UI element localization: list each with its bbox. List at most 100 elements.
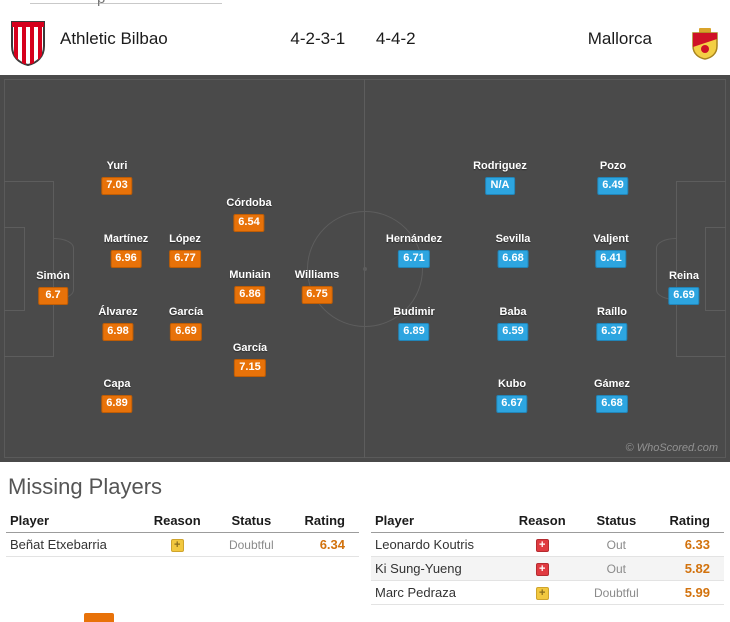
player-rating-badge: 6.41 xyxy=(595,250,627,268)
player-name: Reina xyxy=(669,270,699,282)
player-rating-badge: 6.68 xyxy=(596,395,628,413)
player-away[interactable]: Hernández 6.71 xyxy=(386,233,442,268)
missing-status: Out xyxy=(606,537,626,552)
player-name: Álvarez xyxy=(98,306,138,318)
player-away[interactable]: Kubo 6.67 xyxy=(496,378,528,413)
player-away[interactable]: Valjent 6.41 xyxy=(593,233,629,268)
missing-status: Out xyxy=(606,561,626,576)
missing-rating: 6.34 xyxy=(319,537,345,552)
cutoff-rating-badge xyxy=(84,613,114,622)
missing-rating: 5.82 xyxy=(684,561,710,576)
player-rating-badge: 6.77 xyxy=(169,250,201,268)
missing-player-name[interactable]: Leonardo Koutris xyxy=(375,537,475,552)
injury-icon: + xyxy=(535,563,549,577)
player-home[interactable]: Muniain 6.86 xyxy=(229,269,271,304)
missing-rating: 5.99 xyxy=(684,585,710,600)
player-rating-badge: 6.67 xyxy=(496,395,528,413)
player-away[interactable]: Pozo 6.49 xyxy=(597,160,629,195)
pitch: Simón 6.7 Yuri 7.03 Martínez 6.96 López 6.77 Álv… xyxy=(0,75,730,462)
missing-status: Doubtful xyxy=(593,585,639,600)
divider xyxy=(30,3,222,4)
home-formation: 4-2-3-1 xyxy=(290,29,346,48)
player-home[interactable]: López 6.77 xyxy=(169,233,201,268)
missing-table-header-row: Player Reason Status Rating xyxy=(371,509,724,533)
column-header-player: Player xyxy=(10,513,50,528)
player-rating-badge: 6.69 xyxy=(170,323,202,341)
player-name: Sevilla xyxy=(495,233,531,245)
goal-box-right xyxy=(705,226,726,311)
player-name: Hernández xyxy=(385,233,443,245)
center-circle xyxy=(307,210,423,327)
cropped-text: p xyxy=(97,0,105,7)
player-name: Rodriguez xyxy=(473,160,527,172)
player-home[interactable]: Williams 6.75 xyxy=(294,269,340,304)
mallorca-crest-icon[interactable] xyxy=(690,28,720,65)
player-rating-badge: 6.37 xyxy=(596,323,628,341)
player-name: Simón xyxy=(36,270,70,282)
missing-table-home: Player Reason Status Rating Beñat Etxebarria… xyxy=(6,509,359,605)
player-name: Yuri xyxy=(106,160,128,172)
column-header-status: Status xyxy=(231,513,272,528)
doubtful-icon: + xyxy=(535,587,549,601)
player-rating-badge: 6.75 xyxy=(301,286,333,304)
player-name: Córdoba xyxy=(226,197,272,209)
player-home[interactable]: Simón 6.7 xyxy=(36,270,70,305)
player-home[interactable]: Yuri 7.03 xyxy=(101,160,133,195)
player-rating-badge: 6.71 xyxy=(398,250,430,268)
player-rating-badge: 6.54 xyxy=(233,214,265,232)
player-rating-badge: N/A xyxy=(485,177,515,195)
player-name: García xyxy=(232,342,268,354)
missing-players-title: Missing Players xyxy=(8,474,163,499)
player-home[interactable]: Martínez 6.96 xyxy=(104,233,148,268)
column-header-reason: Reason xyxy=(518,513,566,528)
away-formation: 4-4-2 xyxy=(375,29,416,48)
missing-player-row: Leonardo Koutris + Out 6.33 xyxy=(371,533,724,557)
missing-status: Doubtful xyxy=(228,537,274,552)
player-home[interactable]: Córdoba 6.54 xyxy=(226,197,272,232)
player-name: Pozo xyxy=(599,160,627,172)
match-header: Athletic Bilbao 4-2-3-1 4-4-2 Mallorca xyxy=(0,8,730,75)
athletic-bilbao-crest-icon[interactable] xyxy=(10,19,46,72)
missing-player-row: Marc Pedraza + Doubtful 5.99 xyxy=(371,581,724,605)
player-rating-badge: 6.98 xyxy=(102,323,134,341)
missing-player-row: Ki Sung-Yueng + Out 5.82 xyxy=(371,557,724,581)
missing-players-tables: Player Reason Status Rating Beñat Etxebarria… xyxy=(0,509,730,605)
player-home[interactable]: García 6.69 xyxy=(169,306,203,341)
player-name: Williams xyxy=(294,269,340,281)
missing-reason-cell: + xyxy=(505,585,579,601)
player-away[interactable]: Sevilla 6.68 xyxy=(495,233,531,268)
pitch-outline xyxy=(4,79,726,458)
player-rating-badge: 6.96 xyxy=(110,250,142,268)
player-name: García xyxy=(168,306,204,318)
player-rating-badge: 6.59 xyxy=(497,323,529,341)
player-name: Gámez xyxy=(593,378,631,390)
player-home[interactable]: Álvarez 6.98 xyxy=(98,306,138,341)
missing-player-name[interactable]: Marc Pedraza xyxy=(375,585,456,600)
home-team-name[interactable]: Athletic Bilbao xyxy=(60,29,168,48)
player-name: Muniain xyxy=(229,269,271,281)
missing-player-name[interactable]: Beñat Etxebarria xyxy=(10,537,107,552)
player-away[interactable]: Rodriguez N/A xyxy=(473,160,527,195)
goal-box-left xyxy=(4,226,25,311)
player-away[interactable]: Budimir 6.89 xyxy=(393,306,435,341)
missing-player-name[interactable]: Ki Sung-Yueng xyxy=(375,561,462,576)
player-away[interactable]: Gámez 6.68 xyxy=(594,378,630,413)
penalty-box-right xyxy=(676,180,726,357)
column-header-reason: Reason xyxy=(153,513,201,528)
player-rating-badge: 6.86 xyxy=(234,286,266,304)
player-rating-badge: 7.03 xyxy=(101,177,133,195)
player-away[interactable]: Raíllo 6.37 xyxy=(596,306,628,341)
player-away[interactable]: Baba 6.59 xyxy=(497,306,529,341)
away-team-name[interactable]: Mallorca xyxy=(587,29,652,48)
player-away[interactable]: Reina 6.69 xyxy=(668,270,700,305)
center-spot xyxy=(363,266,367,271)
column-header-player: Player xyxy=(375,513,415,528)
missing-table-header-row: Player Reason Status Rating xyxy=(6,509,359,533)
player-home[interactable]: Capa 6.89 xyxy=(101,378,133,413)
missing-reason-cell: + xyxy=(505,561,579,577)
whoscored-watermark: © WhoScored.com xyxy=(625,442,718,454)
player-rating-badge: 6.89 xyxy=(398,323,430,341)
column-header-rating: Rating xyxy=(304,513,345,528)
player-home[interactable]: García 7.15 xyxy=(233,342,267,377)
